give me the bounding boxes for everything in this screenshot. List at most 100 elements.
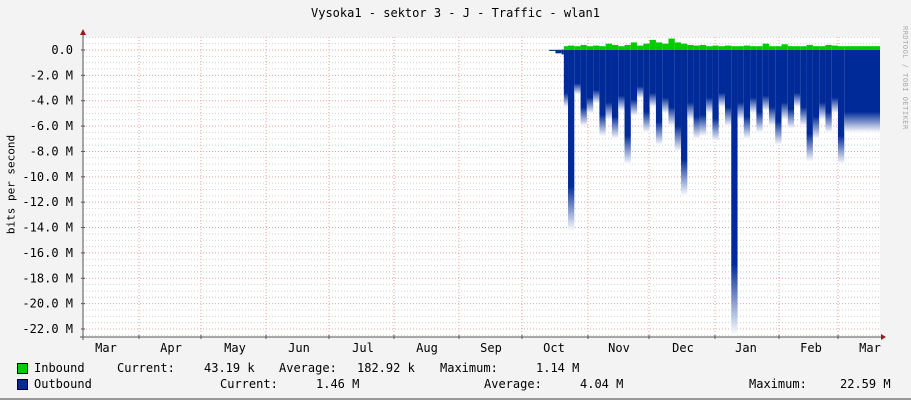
inbound-current-label: Current: — [117, 361, 175, 375]
inbound-bar — [555, 49, 562, 51]
outbound-bar — [611, 50, 619, 139]
outbound-bar — [687, 50, 694, 120]
outbound-bar — [599, 50, 606, 137]
inbound-bar — [781, 44, 788, 50]
outbound-bar — [674, 50, 682, 152]
inbound-bar — [580, 44, 587, 50]
legend-inbound: Inbound — [34, 361, 85, 375]
inbound-bar — [655, 42, 663, 50]
inbound-bar — [593, 45, 600, 50]
y-axis-arrow — [80, 29, 86, 35]
inbound-bar — [624, 44, 631, 50]
inbound-maximum: 1.14 M — [536, 361, 580, 375]
outbound-bar — [580, 50, 587, 127]
x-tick-label: Dec — [672, 341, 694, 355]
x-tick-label: Jan — [735, 341, 757, 355]
inbound-bar — [568, 45, 575, 50]
inbound-average: 182.92 k — [357, 361, 415, 375]
outbound-bar — [637, 50, 644, 99]
inbound-bar — [775, 46, 782, 50]
outbound-bar — [737, 50, 744, 120]
inbound-bar — [630, 42, 638, 50]
outbound-bar — [593, 50, 600, 104]
outbound-bar — [756, 50, 763, 133]
outbound-average-label: Average: — [484, 377, 542, 391]
outbound-bar — [649, 50, 656, 108]
inbound-bar — [750, 46, 757, 50]
inbound-bar — [693, 45, 700, 50]
inbound-bar — [831, 45, 838, 50]
x-tick-label: Apr — [160, 341, 182, 355]
outbound-bar — [844, 50, 880, 133]
inbound-bar — [611, 44, 619, 50]
inbound-bar — [643, 43, 650, 50]
inbound-bar — [712, 45, 719, 50]
outbound-bar — [831, 50, 838, 114]
inbound-bar — [649, 39, 656, 50]
outbound-average: 4.04 M — [580, 377, 624, 391]
outbound-bar — [668, 50, 675, 127]
outbound-bar — [825, 50, 832, 133]
inbound-bar — [787, 46, 795, 50]
x-tick-label: May — [224, 341, 246, 355]
outbound-bar — [775, 50, 782, 146]
inbound-bar — [825, 44, 832, 50]
outbound-maximum: 22.59 M — [840, 377, 891, 391]
x-tick-label: Feb — [800, 341, 822, 355]
inbound-maximum-label: Maximum: — [440, 361, 498, 375]
outbound-bar — [699, 50, 707, 137]
inbound-bar — [662, 43, 669, 50]
y-tick-label: -8.0 M — [30, 144, 73, 158]
inbound-bar — [768, 46, 776, 50]
inbound-swatch — [17, 363, 28, 374]
outbound-bar — [781, 50, 788, 120]
outbound-bar — [731, 50, 738, 336]
outbound-bar — [574, 50, 581, 95]
y-tick-label: -20.0 M — [22, 297, 73, 311]
inbound-bar — [743, 45, 751, 50]
outbound-bar — [655, 50, 663, 146]
outbound-bar — [787, 50, 795, 129]
frame-border — [0, 398, 911, 400]
outbound-current-label: Current: — [220, 377, 278, 391]
inbound-bar — [706, 46, 713, 50]
inbound-bar — [838, 46, 845, 50]
outbound-maximum-label: Maximum: — [749, 377, 807, 391]
inbound-bar — [549, 49, 556, 51]
inbound-bar — [674, 42, 682, 50]
y-tick-label: -10.0 M — [22, 170, 73, 184]
outbound-bar — [549, 50, 556, 52]
outbound-current: 1.46 M — [316, 377, 360, 391]
legend-inbound-label: Inbound — [34, 361, 85, 375]
x-axis-arrow — [881, 334, 886, 340]
inbound-bar — [819, 46, 826, 50]
inbound-bar — [681, 43, 688, 50]
outbound-bar — [605, 50, 612, 120]
inbound-bar — [586, 46, 594, 50]
outbound-bar — [724, 50, 732, 127]
legend-outbound-label: Outbound — [34, 377, 92, 391]
x-tick-label: Oct — [543, 341, 565, 355]
inbound-bar — [812, 46, 820, 50]
y-tick-label: -12.0 M — [22, 195, 73, 209]
y-tick-label: -14.0 M — [22, 221, 73, 235]
x-tick-label: Jul — [352, 341, 374, 355]
outbound-bar — [819, 50, 826, 120]
inbound-bar — [574, 46, 581, 50]
outbound-bar — [712, 50, 719, 142]
outbound-bar — [806, 50, 813, 162]
inbound-bar — [605, 43, 612, 50]
inbound-bar — [668, 38, 675, 50]
y-tick-label: -2.0 M — [30, 68, 73, 82]
outbound-bar — [561, 50, 564, 56]
inbound-bar — [756, 46, 763, 50]
inbound-bar — [637, 45, 644, 50]
inbound-bar — [724, 45, 732, 50]
outbound-bar — [762, 50, 769, 111]
y-tick-label: -18.0 M — [22, 271, 73, 285]
outbound-bar — [706, 50, 713, 114]
inbound-bar — [794, 46, 801, 50]
inbound-bar — [618, 46, 625, 50]
x-tick-label: Nov — [608, 341, 630, 355]
watermark: RRDTOOL / TOBI OETIKER — [901, 26, 909, 130]
